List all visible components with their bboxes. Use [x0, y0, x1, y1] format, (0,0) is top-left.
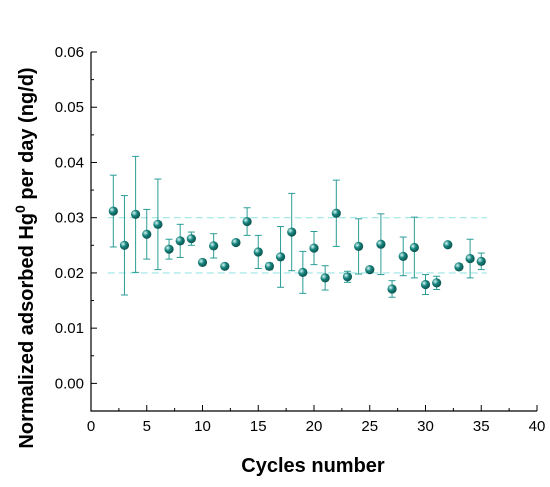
axis-frame [90, 52, 537, 412]
data-point [432, 278, 442, 288]
data-point [320, 273, 330, 283]
x-axis-title: Cycles number [241, 455, 385, 477]
x-tick-label: 35 [473, 418, 490, 435]
y-tick-label: 0.05 [55, 99, 84, 116]
data-point [175, 236, 185, 246]
data-point [398, 251, 408, 261]
data-point [376, 239, 386, 249]
data-point [331, 208, 341, 218]
y-axis-title-tail: per day (ng/d) [16, 67, 38, 205]
y-axis-title-main: Normalized adsorbed Hg [16, 213, 38, 449]
y-tick-label: 0.01 [55, 320, 84, 337]
data-point [119, 240, 130, 250]
data-point [142, 229, 152, 239]
data-points [108, 155, 486, 298]
y-tick-label: 0.04 [55, 154, 84, 171]
data-point [275, 252, 286, 262]
data-point [264, 261, 274, 271]
y-axis-title: Normalized adsorbed Hg0 per day (ng/d) [12, 67, 38, 448]
data-point [186, 234, 196, 244]
x-tick-label: 0 [87, 418, 95, 435]
x-tick-label: 30 [417, 418, 434, 435]
y-tick-label: 0.02 [55, 265, 84, 282]
data-point [454, 262, 464, 272]
data-point [354, 241, 364, 252]
data-point [231, 237, 241, 248]
data-point [365, 265, 375, 275]
data-point [298, 267, 308, 277]
data-point [465, 253, 475, 264]
reference-lines [107, 217, 487, 274]
y-tick-label: 0.00 [55, 375, 84, 392]
data-point [197, 257, 208, 268]
data-point [342, 272, 353, 282]
data-point [476, 256, 486, 266]
data-point [287, 227, 297, 237]
data-point [420, 279, 431, 290]
data-point [443, 240, 453, 250]
data-point [409, 242, 419, 253]
x-axis-ticks: 0 5 10 15 20 25 30 35 40 [87, 405, 546, 435]
data-point [309, 243, 319, 253]
x-tick-label: 15 [250, 418, 267, 435]
data-point [220, 261, 230, 271]
data-point [131, 209, 141, 219]
x-tick-label: 20 [306, 418, 323, 435]
data-point [253, 247, 263, 257]
x-tick-label: 25 [361, 418, 378, 435]
data-point [209, 241, 219, 251]
data-point [164, 244, 174, 254]
x-tick-label: 10 [194, 418, 211, 435]
y-axis-title-superscript: 0 [12, 205, 28, 213]
y-axis-ticks: 0.00 0.01 0.02 0.03 0.04 0.05 0.06 [55, 44, 97, 412]
y-tick-label: 0.03 [55, 210, 84, 227]
data-point [387, 284, 397, 294]
x-tick-label: 5 [143, 418, 151, 435]
x-tick-label: 40 [529, 418, 546, 435]
data-point [108, 206, 118, 216]
data-point [153, 219, 163, 229]
y-tick-label: 0.06 [55, 44, 84, 61]
data-point [242, 216, 252, 227]
